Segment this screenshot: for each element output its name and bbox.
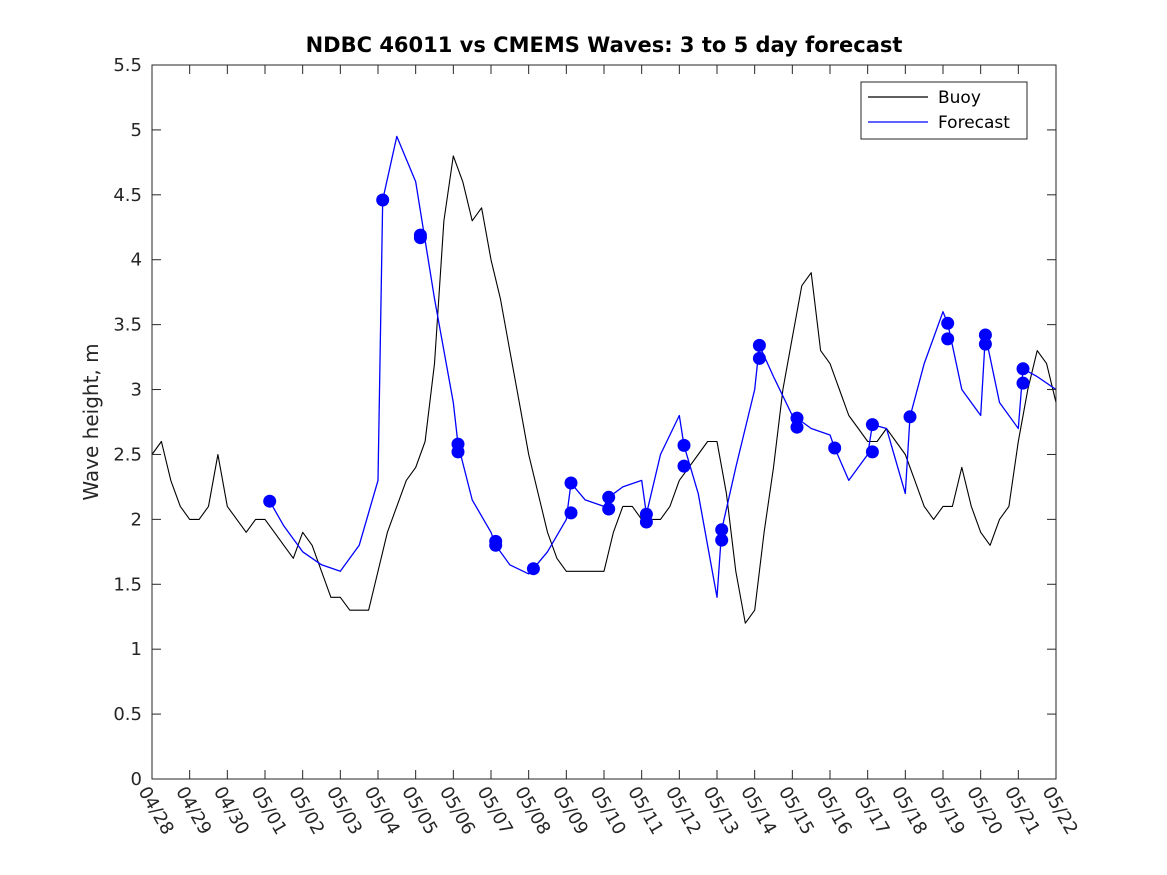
y-tick-label: 2 (131, 509, 142, 530)
legend: Buoy Forecast (860, 81, 1028, 140)
y-tick-label: 2.5 (113, 444, 142, 465)
y-tick-label: 4 (131, 250, 142, 271)
forecast-marker (941, 332, 955, 346)
forecast-marker (903, 410, 917, 424)
plot-area (151, 64, 1057, 780)
x-tick-label: 05/11 (623, 783, 667, 838)
forecast-marker (413, 231, 427, 245)
x-tick-label: 05/19 (925, 783, 969, 838)
x-tick-label: 05/18 (887, 783, 931, 838)
forecast-marker (790, 420, 804, 434)
forecast-marker (263, 494, 277, 508)
forecast-marker (752, 351, 766, 365)
x-tick-label: 05/02 (284, 783, 328, 838)
forecast-marker (376, 193, 390, 207)
forecast-marker (564, 506, 578, 520)
legend-box (860, 81, 1028, 140)
y-tick-label: 1.5 (113, 574, 142, 595)
y-tick-label: 1 (131, 639, 142, 660)
x-tick-label: 05/04 (360, 783, 404, 838)
x-tick-label: 05/07 (473, 783, 517, 838)
forecast-marker (865, 445, 879, 459)
x-tick-label: 05/13 (699, 783, 743, 838)
forecast-marker (639, 515, 653, 529)
x-tick-label: 05/08 (510, 783, 554, 838)
forecast-marker (978, 328, 992, 342)
y-axis: 0 0.5 1 1.5 2 2.5 3 3.5 4 4.5 5 5.5 (113, 55, 1056, 790)
forecast-marker (941, 316, 955, 330)
x-tick-label: 05/12 (661, 783, 705, 838)
legend-forecast-label: Forecast (938, 113, 1010, 133)
forecast-marker (489, 538, 503, 552)
y-tick-label: 3 (131, 380, 142, 401)
forecast-marker (451, 445, 465, 459)
chart-title: NDBC 46011 vs CMEMS Waves: 3 to 5 day fo… (306, 33, 903, 57)
x-tick-label: 05/21 (1000, 783, 1044, 838)
forecast-marker (602, 502, 616, 516)
forecast-marker (677, 438, 691, 452)
forecast-marker (978, 337, 992, 351)
forecast-series (269, 135, 1057, 598)
x-tick-label: 05/15 (774, 783, 818, 838)
forecast-marker (526, 562, 540, 576)
forecast-marker (828, 441, 842, 455)
forecast-marker (715, 523, 729, 537)
forecast-marker (1016, 376, 1030, 390)
x-tick-label: 05/20 (962, 783, 1006, 838)
forecast-marker (564, 476, 578, 490)
forecast-marker (790, 411, 804, 425)
y-tick-label: 0 (131, 769, 142, 790)
buoy-series (151, 155, 1057, 624)
x-tick-label: 05/22 (1038, 783, 1082, 838)
forecast-line (269, 135, 1057, 598)
y-axis-label: Wave height, m (79, 343, 103, 500)
x-tick-label: 05/05 (397, 783, 441, 838)
x-tick-label: 05/14 (736, 783, 780, 838)
forecast-markers (263, 193, 1030, 576)
forecast-marker (677, 459, 691, 473)
y-tick-label: 3.5 (113, 315, 142, 336)
x-tick-label: 05/16 (812, 783, 856, 838)
forecast-marker (1016, 362, 1030, 376)
buoy-line (151, 155, 1057, 624)
forecast-marker (715, 533, 729, 547)
forecast-marker (752, 338, 766, 352)
x-tick-label: 04/29 (171, 783, 215, 838)
x-tick-label: 05/01 (247, 783, 291, 838)
x-tick-label: 05/17 (849, 783, 893, 838)
forecast-marker (602, 490, 616, 504)
y-tick-label: 5 (131, 120, 142, 141)
x-tick-label: 04/30 (209, 783, 253, 838)
legend-buoy-label: Buoy (938, 88, 981, 108)
forecast-marker (865, 418, 879, 432)
x-tick-label: 04/28 (134, 783, 178, 838)
y-tick-label: 5.5 (113, 55, 142, 76)
plot-background (152, 65, 1056, 779)
x-tick-label: 05/06 (435, 783, 479, 838)
x-tick-label: 05/10 (586, 783, 630, 838)
x-tick-label: 05/09 (548, 783, 592, 838)
x-tick-label: 05/03 (322, 783, 366, 838)
y-tick-label: 0.5 (113, 704, 142, 725)
y-tick-label: 4.5 (113, 185, 142, 206)
